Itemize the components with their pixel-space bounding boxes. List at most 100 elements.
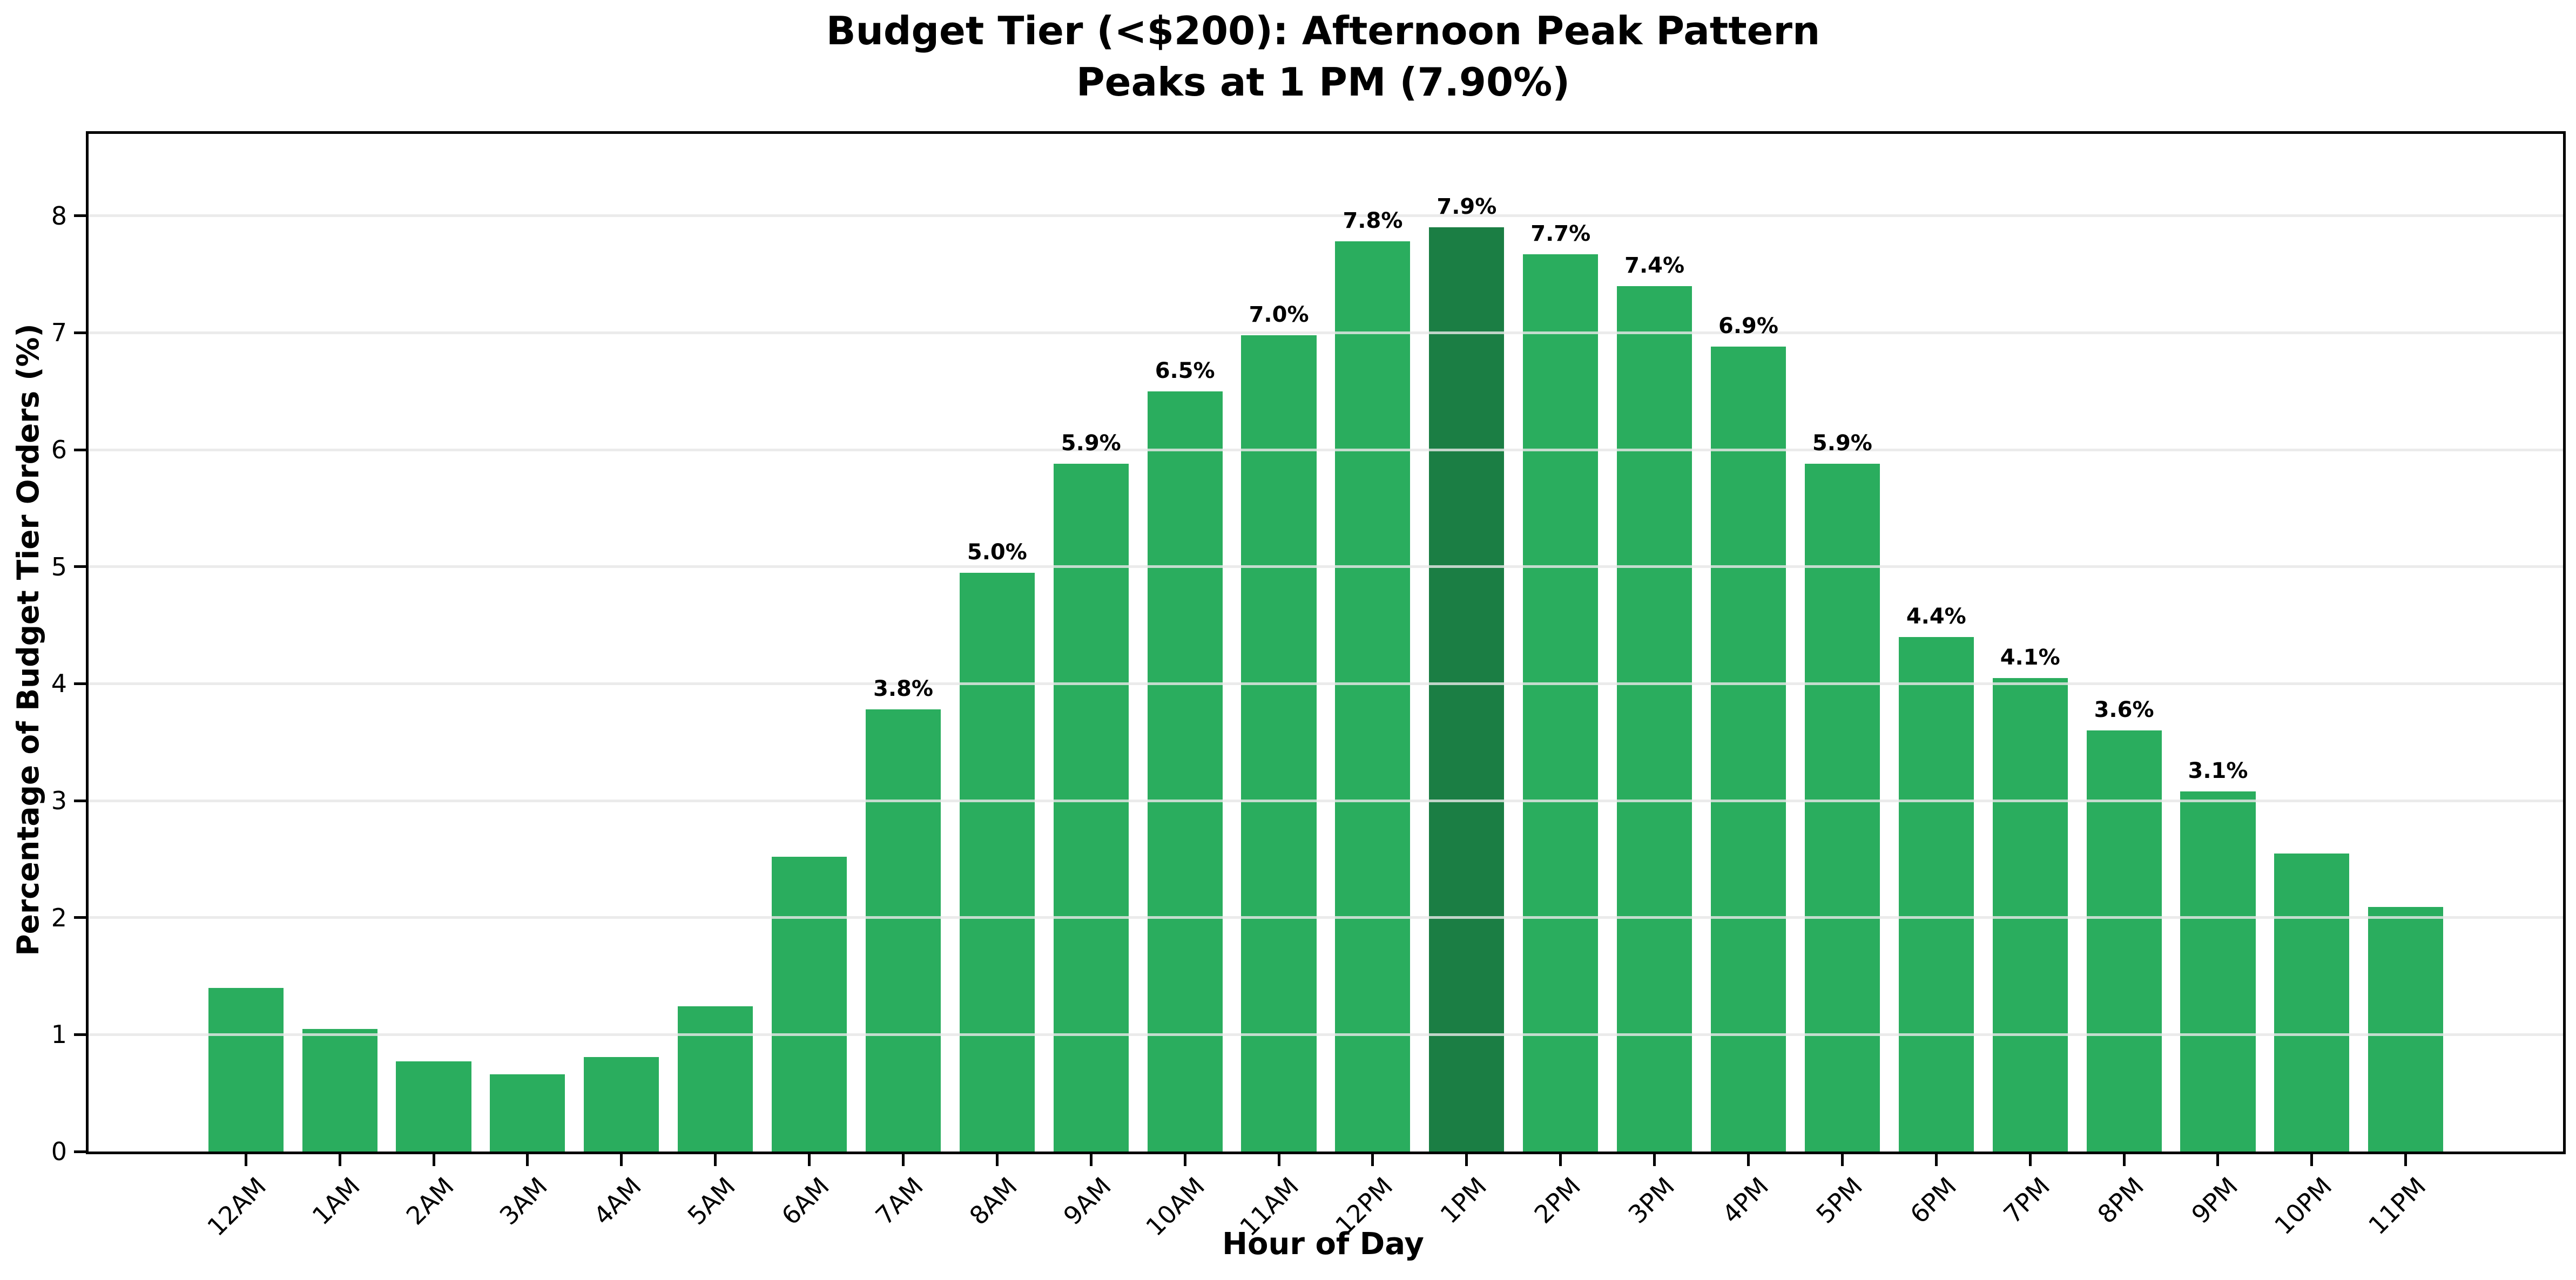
x-tick-mark — [2310, 1154, 2314, 1166]
x-tick-label: 3PM — [1622, 1171, 1680, 1229]
x-tick-label: 8AM — [963, 1171, 1023, 1231]
y-tick-mark — [74, 565, 86, 568]
x-tick-label: 5PM — [1810, 1171, 1868, 1229]
y-tick-label: 8 — [51, 201, 67, 231]
bar-10pm — [2274, 853, 2350, 1152]
bar-2am — [396, 1061, 471, 1152]
bar-3pm — [1617, 286, 1692, 1152]
bar-8pm — [2086, 730, 2162, 1152]
x-tick-mark — [1934, 1154, 1938, 1166]
bar-12pm — [1335, 241, 1411, 1152]
bar-value-label: 5.9% — [1812, 431, 1872, 456]
gridline-y1 — [89, 1033, 2563, 1036]
x-tick-mark — [620, 1154, 623, 1166]
x-tick-mark — [1183, 1154, 1186, 1166]
bar-7am — [865, 709, 941, 1152]
x-tick-mark — [1089, 1154, 1093, 1166]
bar-1am — [302, 1028, 377, 1152]
x-tick-mark — [1465, 1154, 1468, 1166]
y-tick-mark — [74, 1033, 86, 1036]
bar-value-label: 4.4% — [1906, 604, 1966, 629]
y-axis-label: Percentage of Budget Tier Orders (%) — [11, 323, 45, 956]
x-tick-label: 9AM — [1057, 1171, 1117, 1231]
y-tick-mark — [74, 799, 86, 802]
x-tick-label: 4AM — [588, 1171, 648, 1231]
x-tick-mark — [432, 1154, 435, 1166]
gridline-y8 — [89, 214, 2563, 218]
bar-value-label: 3.1% — [2188, 758, 2248, 783]
chart-title: Budget Tier (<$200): Afternoon Peak Patt… — [826, 5, 1820, 108]
x-tick-label: 10PM — [2268, 1171, 2338, 1241]
bar-11pm — [2368, 907, 2444, 1152]
y-tick-label: 5 — [51, 552, 67, 581]
bar-9am — [1053, 464, 1129, 1152]
y-tick-label: 2 — [51, 903, 67, 932]
x-tick-label: 11PM — [2362, 1171, 2432, 1241]
y-tick-label: 1 — [51, 1020, 67, 1049]
bar-12am — [208, 987, 284, 1152]
x-tick-label: 2PM — [1528, 1171, 1587, 1229]
bar-value-label: 6.5% — [1155, 358, 1215, 383]
x-tick-label: 6PM — [1904, 1171, 1962, 1229]
y-tick-mark — [74, 331, 86, 334]
gridline-y6 — [89, 448, 2563, 451]
x-tick-label: 9PM — [2186, 1171, 2244, 1229]
x-tick-label: 12AM — [201, 1171, 272, 1242]
bar-10am — [1147, 391, 1223, 1152]
x-tick-label: 2AM — [400, 1171, 460, 1231]
gridline-y3 — [89, 799, 2563, 802]
y-tick-label: 0 — [51, 1137, 67, 1166]
bar-value-label: 4.1% — [2000, 645, 2060, 670]
y-tick-mark — [74, 1150, 86, 1153]
plot-area: 12AM 1AM 2AM 3AM 4AM 5AM 6AM 3.8% 7AM 5.0% 8AM 5.9%… — [51, 131, 2566, 1242]
bar-value-label: 7.4% — [1624, 253, 1685, 278]
gridline-y7 — [89, 331, 2563, 334]
x-tick-mark — [2404, 1154, 2408, 1166]
bar-4pm — [1710, 347, 1786, 1152]
x-tick-mark — [995, 1154, 999, 1166]
y-tick-label: 4 — [51, 669, 67, 699]
bar-value-label: 7.7% — [1530, 221, 1591, 247]
bar-value-label: 5.0% — [967, 539, 1027, 565]
gridline-y4 — [89, 682, 2563, 685]
bar-4am — [584, 1056, 659, 1152]
x-axis-label: Hour of Day — [1222, 1227, 1424, 1262]
x-tick-mark — [1653, 1154, 1656, 1166]
y-tick-mark — [74, 916, 86, 919]
bar-6am — [772, 857, 847, 1152]
chart-title-line2: Peaks at 1 PM (7.90%) — [1076, 59, 1570, 105]
bar-value-label: 7.8% — [1343, 208, 1403, 234]
x-tick-mark — [2122, 1154, 2126, 1166]
x-tick-mark — [1371, 1154, 1374, 1166]
x-tick-label: 10AM — [1140, 1171, 1211, 1242]
bar-11am — [1241, 335, 1317, 1152]
bar-value-label: 5.9% — [1061, 431, 1121, 456]
x-tick-mark — [1747, 1154, 1750, 1166]
bar-5am — [678, 1006, 753, 1152]
bar-2pm — [1523, 254, 1599, 1152]
bar-3am — [490, 1074, 565, 1152]
bar-7pm — [1992, 678, 2068, 1152]
bar-9pm — [2180, 791, 2256, 1152]
bar-5pm — [1804, 464, 1880, 1152]
x-tick-mark — [901, 1154, 905, 1166]
y-tick-mark — [74, 448, 86, 451]
bar-1pm — [1429, 227, 1505, 1152]
x-tick-label: 8PM — [2092, 1171, 2150, 1229]
x-tick-label: 5AM — [682, 1171, 741, 1231]
x-tick-mark — [1840, 1154, 1844, 1166]
y-tick-mark — [74, 214, 86, 218]
y-tick-label: 6 — [51, 435, 67, 464]
y-tick-label: 3 — [51, 786, 67, 815]
x-tick-label: 7AM — [869, 1171, 929, 1231]
bar-value-label: 3.8% — [873, 676, 933, 701]
bar-value-label: 6.9% — [1718, 314, 1778, 339]
x-tick-mark — [808, 1154, 811, 1166]
x-tick-mark — [714, 1154, 717, 1166]
x-tick-mark — [244, 1154, 247, 1166]
x-tick-mark — [2216, 1154, 2220, 1166]
x-tick-label: 4PM — [1716, 1171, 1774, 1229]
chart-title-line1: Budget Tier (<$200): Afternoon Peak Patt… — [826, 8, 1820, 53]
bar-value-label: 7.9% — [1437, 194, 1497, 220]
